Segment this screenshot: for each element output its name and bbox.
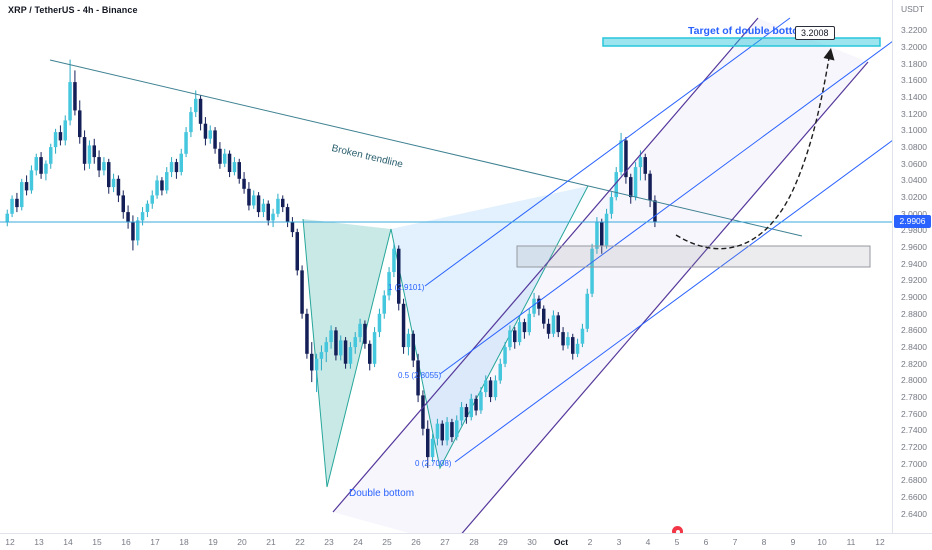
price-axis-label: 3.2200 [901,25,927,35]
price-axis-label: 3.0600 [901,159,927,169]
time-axis-label: 30 [527,537,537,547]
time-axis-label: 2 [587,537,593,547]
price-axis-label: 3.0000 [901,209,927,219]
price-axis-label: 2.7600 [901,409,927,419]
time-axis-label: Oct [553,537,569,547]
time-axis-label: 29 [498,537,508,547]
price-axis-label: 3.1800 [901,59,927,69]
channel-lines[interactable] [332,17,869,534]
time-axis-label: 11 [846,537,856,547]
time-axis-label: 10 [817,537,827,547]
price-axis-label: 2.9800 [901,225,927,235]
price-axis-label: 2.9000 [901,292,927,302]
price-axis-label: 2.7800 [901,392,927,402]
price-axis-label: 3.0400 [901,175,927,185]
price-axis-label: 3.2000 [901,42,927,52]
chart-title: XRP / TetherUS - 4h - Binance [8,5,138,15]
time-axis-label: 8 [761,537,767,547]
double-bottom-label[interactable]: Double bottom [349,488,415,499]
price-axis-label: 2.7400 [901,425,927,435]
fib-level-label[interactable]: 1 (2.9101) [388,283,425,292]
event-marker-icon[interactable] [672,526,683,537]
price-axis-label: 2.7000 [901,459,927,469]
price-axis-label: 2.9600 [901,242,927,252]
time-axis-label: 18 [179,537,189,547]
price-axis-label: 2.6600 [901,492,927,502]
time-axis-label: 25 [382,537,392,547]
time-axis-label: 14 [63,537,73,547]
target-band[interactable] [602,37,881,47]
time-axis-label: 3 [616,537,622,547]
time-axis-label: 21 [266,537,276,547]
time-axis-label: 6 [703,537,709,547]
current-price-tag: 2.9906 [894,215,931,228]
price-axis-label: 3.1600 [901,75,927,85]
time-axis-label: 24 [353,537,363,547]
time-axis-label: 28 [469,537,479,547]
price-axis-label: 3.1400 [901,92,927,102]
price-axis-label: 2.7200 [901,442,927,452]
time-axis-label: 5 [674,537,680,547]
time-axis-label: 23 [324,537,334,547]
price-axis-label: 2.6800 [901,475,927,485]
time-axis-label: 12 [5,537,15,547]
price-axis-label: 2.8600 [901,325,927,335]
target-price-box[interactable]: 3.2008 [795,26,835,40]
fib-level-label[interactable]: 0.5 (2.8055) [398,371,442,380]
time-axis-label: 7 [732,537,738,547]
price-axis-label: 2.6400 [901,509,927,519]
time-axis-label: 15 [92,537,102,547]
price-axis-label: 3.1000 [901,125,927,135]
target-label[interactable]: Target of double bottom [688,25,808,37]
time-axis-label: 26 [411,537,421,547]
price-axis-currency: USDT [901,4,925,14]
price-axis-label: 3.0800 [901,142,927,152]
price-axis-label: 3.0200 [901,192,927,202]
time-axis-label: 9 [790,537,796,547]
time-axis-label: 16 [121,537,131,547]
price-axis-label: 2.8400 [901,342,927,352]
price-axis[interactable]: USDT 3.2200 3.2000 3.1800 3.1600 3.1400 3.120… [892,0,932,534]
supply-zone[interactable] [516,245,871,268]
time-axis-label: 27 [440,537,450,547]
fib-level-label[interactable]: 0 (2.7008) [415,459,452,468]
price-axis-label: 2.8200 [901,359,927,369]
price-axis-label: 3.1200 [901,109,927,119]
time-axis-label: 13 [34,537,44,547]
time-axis-label: 17 [150,537,160,547]
price-axis-label: 2.9400 [901,259,927,269]
time-axis-label: 12 [875,537,885,547]
candles-group [5,59,657,468]
fib-lines[interactable] [424,17,893,463]
time-axis-label: 20 [237,537,247,547]
price-axis-label: 2.8800 [901,309,927,319]
price-axis-label: 2.9200 [901,275,927,285]
time-axis-label: 4 [645,537,651,547]
broken-trendline[interactable] [49,59,803,237]
chart-canvas[interactable] [0,0,893,534]
time-axis-label: 22 [295,537,305,547]
time-axis[interactable]: 12 13 14 15 16 17 18 19 20 21 22 23 24 25 26 27 28 29 30 Oc… [0,533,932,550]
projection-arrow[interactable] [675,48,835,250]
price-axis-label: 2.8000 [901,375,927,385]
time-axis-label: 19 [208,537,218,547]
